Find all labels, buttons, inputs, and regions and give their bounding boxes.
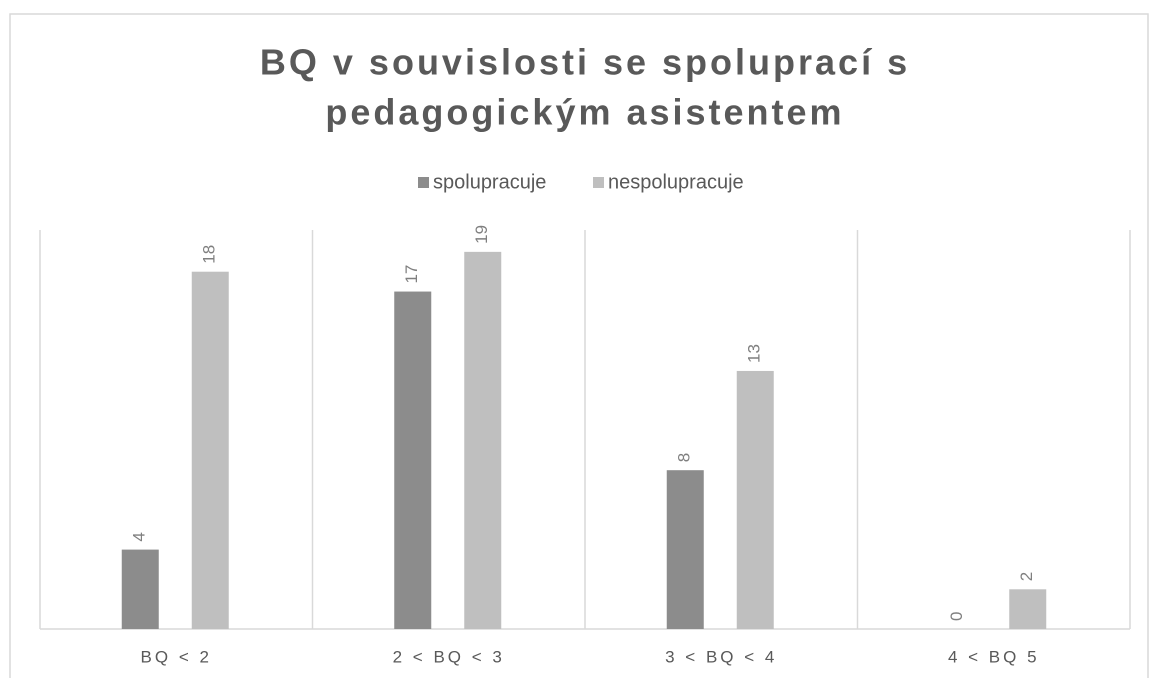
bar bbox=[1009, 589, 1047, 629]
data-label: 2 bbox=[1017, 572, 1036, 581]
data-label: 19 bbox=[472, 225, 491, 244]
data-label: 18 bbox=[200, 245, 219, 264]
bar bbox=[464, 251, 502, 629]
legend-label: spolupracuje bbox=[433, 171, 546, 193]
x-tick-label: 4 < BQ 5 bbox=[948, 647, 1040, 666]
chart-title: pedagogickým asistentem bbox=[325, 92, 844, 133]
x-tick-label: BQ < 2 bbox=[141, 647, 212, 666]
legend-swatch bbox=[418, 177, 429, 188]
x-tick-label: 3 < BQ < 4 bbox=[665, 647, 777, 666]
legend-swatch bbox=[593, 177, 604, 188]
bar bbox=[394, 291, 432, 629]
x-tick-label: 2 < BQ < 3 bbox=[393, 647, 505, 666]
chart-title: BQ v souvislosti se spoluprací s bbox=[260, 42, 910, 83]
data-label: 17 bbox=[402, 265, 421, 284]
data-label: 13 bbox=[745, 344, 764, 363]
data-label: 4 bbox=[130, 532, 149, 541]
bar bbox=[121, 549, 159, 629]
data-label: 8 bbox=[675, 453, 694, 462]
legend-label: nespolupracuje bbox=[608, 171, 744, 193]
bar bbox=[191, 271, 229, 629]
bar bbox=[736, 370, 774, 629]
bar bbox=[666, 470, 704, 629]
data-label: 0 bbox=[947, 612, 966, 621]
